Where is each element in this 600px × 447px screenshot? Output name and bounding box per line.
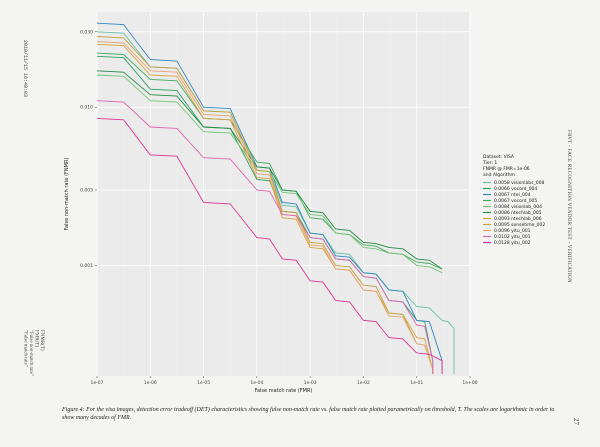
page-number: 27 (572, 418, 580, 425)
legend-entry: 0.0102 yitu_001 (494, 234, 531, 240)
series-line (96, 74, 443, 274)
legend-entry: 0.0067 vocord_005 (494, 198, 537, 204)
y-tick-label: 0.001 (80, 263, 93, 269)
legend-entry: 0.0093 ntechlab_006 (494, 216, 542, 222)
margin-legend: FNMR(T) FMR(T) "False non-match rate" "F… (22, 330, 45, 377)
x-tick-label: 1e-03 (304, 380, 317, 386)
legend-title: Dataset: VISA (483, 154, 515, 160)
series-line (96, 70, 443, 270)
series-line (96, 43, 434, 374)
y-tick-label: 0.010 (80, 105, 93, 111)
margin-legend-meanings: "False non-match rate" "False match rate… (22, 330, 34, 377)
series-line (96, 41, 434, 374)
x-tick-label: 1e-07 (91, 380, 104, 386)
legend-entry: 0.0066 vocord_004 (494, 186, 537, 192)
legend-title: and Algorithm (483, 172, 515, 178)
legend-entry: 0.0067 ntel_004 (494, 192, 531, 198)
legend-entry: 0.0086 ntechlab_005 (494, 210, 542, 216)
x-tick-label: 1e-05 (197, 380, 210, 386)
y-axis-label: False non-match rate (FNMR) (64, 158, 70, 231)
grid-lines (96, 12, 471, 376)
series-line (96, 100, 434, 374)
legend-entry: 0.0095 sensetime_002 (494, 222, 545, 228)
legend-title: FNMR @ FMR=1e-06 (483, 166, 530, 172)
x-tick-label: 1e+00 (462, 380, 477, 386)
x-tick-label: 1e-06 (144, 380, 157, 386)
legend-entry: 0.0058 visionlabs_008 (494, 180, 544, 186)
report-title-margin: FRVT - FACE RECOGNITION VENDOR TEST - VE… (566, 130, 571, 283)
series-line (96, 22, 443, 374)
x-axis-label: False match rate (FMR) (255, 388, 313, 394)
legend-title: Tier: 1 (482, 160, 497, 166)
x-tick-label: 1e-02 (357, 380, 370, 386)
timestamp-margin: 2019/11/15 16:49:03 (22, 40, 28, 98)
legend-entry: 0.0084 visionlab_004 (494, 204, 542, 210)
legend-entry: 0.0128 yitu_002 (494, 240, 531, 246)
x-tick-label: 1e-01 (410, 380, 423, 386)
series-line (96, 36, 434, 374)
margin-legend-symbols: FNMR(T) FMR(T) (33, 330, 45, 351)
figure-caption: Figure 4: For the visa images, detection… (62, 407, 555, 422)
legend-entry: 0.0096 yitu_001 (494, 228, 531, 234)
series-lines (96, 22, 455, 374)
x-axis-ticks: 1e-07 1e-06 1e-05 1e-04 1e-03 1e-02 1e-01 1e+00 (91, 376, 478, 386)
y-tick-label: 0.030 (80, 29, 93, 35)
y-axis-ticks: 0.030 0.010 0.003 0.001 (80, 29, 97, 269)
x-tick-label: 1e-04 (250, 380, 263, 386)
series-line (96, 117, 443, 374)
y-tick-label: 0.003 (80, 187, 93, 193)
